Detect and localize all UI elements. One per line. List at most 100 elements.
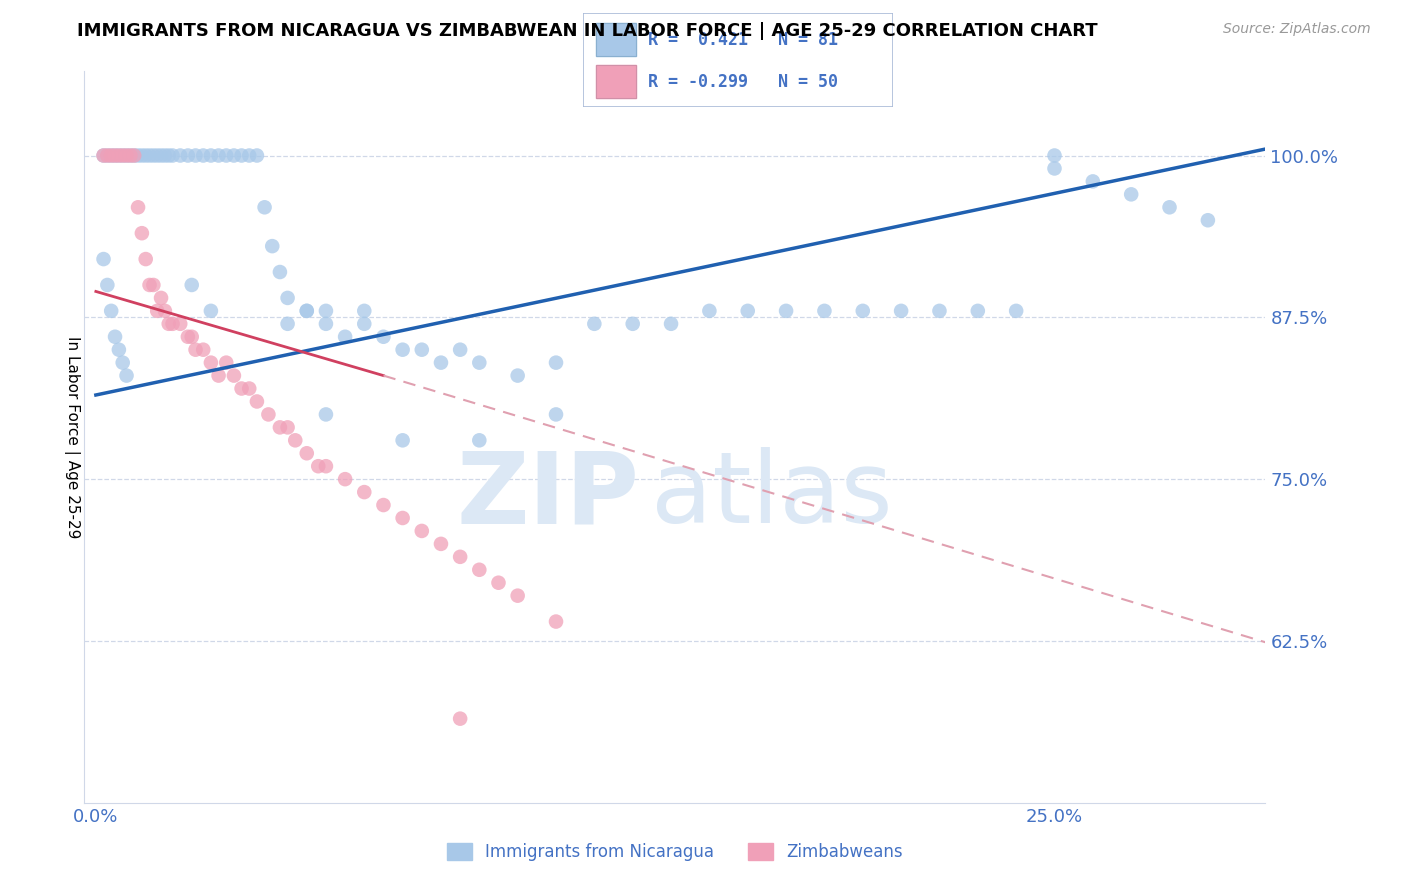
Point xyxy=(122,148,145,162)
Point xyxy=(157,148,180,162)
Point xyxy=(449,549,471,564)
Point xyxy=(108,343,131,357)
Point xyxy=(890,303,912,318)
Point xyxy=(96,277,118,292)
Point xyxy=(544,615,567,629)
Point xyxy=(215,148,238,162)
Point xyxy=(928,303,950,318)
Point xyxy=(162,317,184,331)
Point xyxy=(468,434,491,448)
Bar xyxy=(596,65,636,98)
Point xyxy=(269,420,291,434)
Point xyxy=(100,148,122,162)
Point xyxy=(207,148,229,162)
Point xyxy=(115,148,138,162)
Point xyxy=(449,712,471,726)
Point xyxy=(506,368,529,383)
Point xyxy=(100,303,122,318)
Point xyxy=(138,148,160,162)
Point xyxy=(506,589,529,603)
Point xyxy=(315,317,337,331)
Point xyxy=(115,148,138,162)
Point xyxy=(135,252,157,266)
Point xyxy=(131,226,153,240)
Point xyxy=(621,317,644,331)
Point xyxy=(93,148,115,162)
Point xyxy=(333,472,356,486)
Text: Source: ZipAtlas.com: Source: ZipAtlas.com xyxy=(1223,22,1371,37)
Point xyxy=(277,291,299,305)
Point xyxy=(180,277,202,292)
Point xyxy=(146,148,169,162)
Point xyxy=(222,148,245,162)
Text: atlas: atlas xyxy=(651,447,893,544)
Point xyxy=(177,148,200,162)
Point xyxy=(146,303,169,318)
Point xyxy=(353,485,375,500)
Point xyxy=(120,148,142,162)
Point xyxy=(142,277,165,292)
FancyBboxPatch shape xyxy=(583,13,893,107)
Point xyxy=(231,148,253,162)
Point xyxy=(162,148,184,162)
Point xyxy=(257,408,280,422)
Point xyxy=(122,148,145,162)
Point xyxy=(127,200,149,214)
Point xyxy=(231,382,253,396)
Point xyxy=(315,459,337,474)
Bar xyxy=(596,22,636,55)
Point xyxy=(737,303,759,318)
Point xyxy=(315,408,337,422)
Point xyxy=(544,356,567,370)
Point xyxy=(353,317,375,331)
Point xyxy=(659,317,682,331)
Point xyxy=(180,330,202,344)
Point xyxy=(111,356,134,370)
Point xyxy=(150,291,173,305)
Point xyxy=(468,563,491,577)
Point xyxy=(177,330,200,344)
Point xyxy=(127,148,149,162)
Point xyxy=(391,434,413,448)
Point xyxy=(104,148,127,162)
Text: IMMIGRANTS FROM NICARAGUA VS ZIMBABWEAN IN LABOR FORCE | AGE 25-29 CORRELATION C: IMMIGRANTS FROM NICARAGUA VS ZIMBABWEAN … xyxy=(77,22,1098,40)
Point xyxy=(108,148,131,162)
Point xyxy=(1159,200,1181,214)
Point xyxy=(193,343,215,357)
Point xyxy=(93,148,115,162)
Point xyxy=(193,148,215,162)
Point xyxy=(391,343,413,357)
Point xyxy=(96,148,118,162)
Point xyxy=(111,148,134,162)
Point xyxy=(430,537,453,551)
Point xyxy=(111,148,134,162)
Y-axis label: In Labor Force | Age 25-29: In Labor Force | Age 25-29 xyxy=(63,336,80,538)
Point xyxy=(411,524,433,538)
Point xyxy=(277,420,299,434)
Point xyxy=(307,459,329,474)
Point xyxy=(583,317,606,331)
Point xyxy=(315,303,337,318)
Point xyxy=(775,303,797,318)
Point xyxy=(277,317,299,331)
Bar xyxy=(596,22,636,55)
Point xyxy=(295,303,318,318)
Legend: Immigrants from Nicaragua, Zimbabweans: Immigrants from Nicaragua, Zimbabweans xyxy=(440,836,910,868)
Point xyxy=(120,148,142,162)
Point xyxy=(153,148,176,162)
Point xyxy=(238,382,260,396)
Text: ZIP: ZIP xyxy=(457,447,640,544)
Point xyxy=(131,148,153,162)
Point xyxy=(262,239,284,253)
Point xyxy=(488,575,510,590)
Point xyxy=(200,356,222,370)
Point xyxy=(544,408,567,422)
Point xyxy=(184,148,207,162)
Point xyxy=(96,148,118,162)
Point xyxy=(246,148,269,162)
Point xyxy=(333,330,356,344)
Point xyxy=(391,511,413,525)
Point xyxy=(1005,303,1028,318)
Point xyxy=(253,200,276,214)
Point xyxy=(142,148,165,162)
